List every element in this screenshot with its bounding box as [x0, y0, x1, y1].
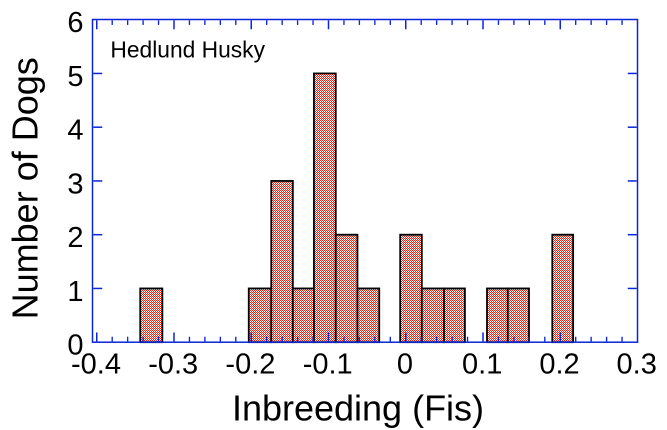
svg-text:0.3: 0.3	[617, 349, 657, 381]
svg-text:Inbreeding (Fis): Inbreeding (Fis)	[232, 388, 484, 429]
svg-text:1: 1	[67, 276, 83, 308]
svg-text:Hedlund Husky: Hedlund Husky	[110, 36, 265, 62]
svg-text:-0.4: -0.4	[71, 349, 121, 381]
svg-text:Number of Dogs: Number of Dogs	[4, 57, 45, 319]
svg-text:-0.3: -0.3	[148, 349, 198, 381]
svg-text:0: 0	[67, 330, 83, 362]
svg-text:0.2: 0.2	[539, 349, 579, 381]
svg-text:-0.1: -0.1	[303, 349, 353, 381]
svg-text:6: 6	[67, 7, 83, 39]
svg-text:3: 3	[67, 168, 83, 200]
svg-text:4: 4	[67, 115, 83, 147]
svg-text:-0.2: -0.2	[225, 349, 275, 381]
svg-text:2: 2	[67, 222, 83, 254]
svg-text:0.1: 0.1	[462, 349, 502, 381]
svg-text:5: 5	[67, 61, 83, 93]
svg-text:0: 0	[397, 349, 413, 381]
